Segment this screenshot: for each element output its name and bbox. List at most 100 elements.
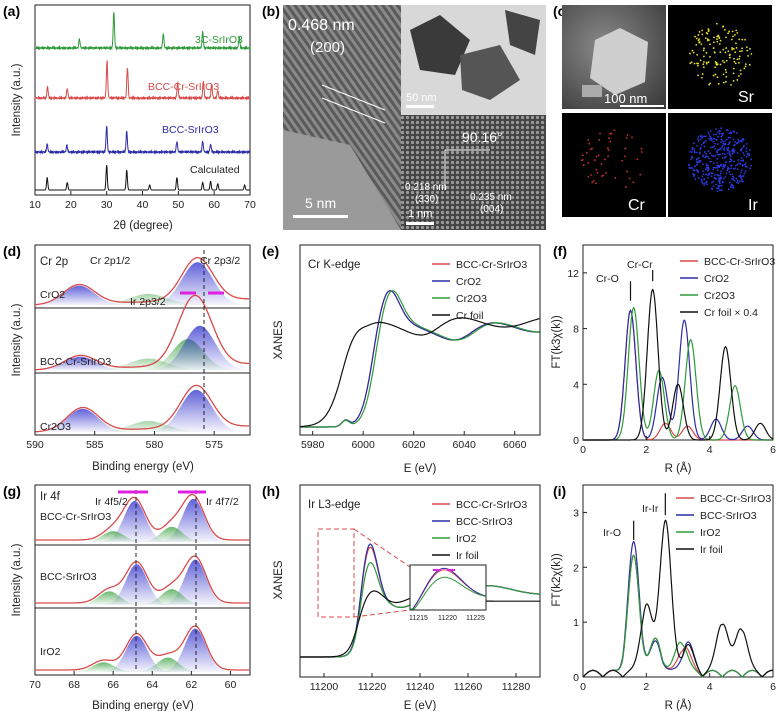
- eds-dot: [739, 149, 742, 152]
- legend-e: BCC-Cr-SrIrO3 CrO2 Cr2O3 Cr foil: [432, 259, 527, 322]
- eds-dot: [689, 62, 692, 65]
- scale-bar-c: [620, 105, 664, 107]
- eds-dot: [707, 30, 710, 33]
- eds-dot: [706, 39, 709, 42]
- particle-haadf: [590, 28, 648, 95]
- eds-dot: [717, 135, 719, 138]
- eds-dot: [694, 35, 696, 38]
- panel-h: 11215 11220 11225 11200 11220 11240 11260 11…: [273, 484, 541, 711]
- eds-dot: [723, 157, 726, 159]
- fit-component: [35, 262, 250, 305]
- eds-dot: [722, 167, 724, 170]
- x-tick-label: 60: [225, 679, 237, 691]
- xtick-labels-a: 10 20 30 40 50 60 70: [29, 191, 256, 211]
- eds-dot: [696, 161, 699, 164]
- eds-dot: [704, 168, 707, 171]
- eds-dot: [722, 48, 725, 51]
- ylabel-a: Intensity (a.u.): [11, 63, 23, 136]
- particle-3: [505, 10, 540, 55]
- eds-dot: [704, 140, 707, 142]
- eds-dot: [702, 49, 705, 52]
- eds-dot: [703, 184, 706, 186]
- eds-dot: [717, 174, 720, 177]
- eds-dot: [716, 162, 719, 164]
- eds-dot: [585, 151, 588, 154]
- eds-dot: [719, 39, 722, 42]
- inset-tick-3: 11225: [466, 615, 485, 622]
- panel-i: 0 2 4 6 0 1 2 3 BCC-Cr-SrIrO3 BCC-SrIrO3 IrO2 Ir f…: [551, 484, 776, 711]
- scale-bar-bottom: [406, 222, 434, 225]
- eds-dot: [640, 151, 643, 153]
- eds-dot: [727, 166, 729, 169]
- eds-dot: [714, 142, 717, 145]
- eds-dot: [712, 180, 715, 183]
- peak-label-2p32: Cr 2p3/2: [200, 255, 240, 267]
- x-tick-label: 585: [86, 439, 104, 451]
- eds-dot: [696, 144, 698, 147]
- eds-dot: [595, 168, 598, 171]
- eds-dot: [731, 183, 733, 186]
- eds-dot: [688, 167, 691, 169]
- eds-dot: [624, 155, 626, 158]
- xrd-traces: [34, 12, 251, 191]
- fit-component: [35, 408, 250, 432]
- eds-dot: [691, 148, 694, 151]
- eds-dot: [719, 177, 722, 180]
- eds-dot: [608, 137, 610, 140]
- eds-dot: [724, 68, 727, 71]
- fit-component: [35, 662, 250, 672]
- eds-dot: [728, 160, 731, 163]
- eds-dot: [713, 36, 715, 39]
- eds-dot: [720, 127, 723, 130]
- d-spacing-2: 0.235 nm: [470, 192, 512, 203]
- legend-entry: BCC-SrIrO3: [456, 516, 513, 528]
- eds-dot: [707, 150, 710, 153]
- map-cr: [562, 113, 666, 217]
- eds-dot: [705, 173, 707, 176]
- eds-dot: [720, 176, 723, 179]
- eds-dot: [728, 151, 731, 153]
- eds-dot: [693, 175, 695, 178]
- eds-dot: [747, 55, 750, 57]
- eds-dot: [736, 79, 739, 81]
- eds-dot: [701, 73, 704, 76]
- eds-dot: [728, 142, 731, 144]
- eds-dot: [736, 58, 739, 61]
- eds-dot: [744, 63, 747, 66]
- eds-dot: [734, 51, 737, 54]
- eds-dot: [625, 137, 628, 139]
- eds-dot: [719, 51, 722, 54]
- eds-dot: [736, 179, 739, 182]
- eds-dot: [742, 175, 745, 177]
- eds-dot: [699, 146, 702, 149]
- eds-dot: [731, 152, 734, 155]
- eds-dot: [600, 163, 603, 165]
- eds-dot: [691, 49, 694, 52]
- eds-dot: [733, 179, 736, 182]
- eds-dot: [713, 176, 716, 179]
- ann-cr-o: Cr-O: [596, 273, 619, 285]
- eds-dot: [716, 187, 718, 190]
- eds-dot: [708, 83, 711, 86]
- eds-dot: [743, 144, 745, 147]
- eds-dot: [722, 132, 724, 135]
- eds-dot: [703, 61, 705, 63]
- d-spacing-main: 0.468 nm: [288, 17, 355, 34]
- legend-f: BCC-Cr-SrIrO3 CrO2 Cr2O3 Cr foil × 0.4: [680, 256, 775, 319]
- eds-dot: [693, 150, 696, 152]
- eds-dot: [716, 164, 719, 167]
- eds-dot: [725, 71, 728, 74]
- eds-dot: [725, 47, 728, 49]
- eds-dot: [729, 173, 732, 176]
- eds-dot: [610, 132, 613, 135]
- eds-dot: [636, 158, 639, 161]
- eds-dot: [716, 40, 719, 43]
- x-tick-label: 20: [65, 199, 77, 211]
- eds-dot: [723, 153, 726, 155]
- panel-label-h: (h): [262, 483, 280, 499]
- x-tick-label: 60: [208, 199, 220, 211]
- eds-dot: [733, 57, 735, 60]
- x-tick-label: 590: [26, 439, 44, 451]
- panel-f: 0 2 4 6 0 4 8 12 BCC-Cr-SrIrO3 CrO2 Cr2O3 Cr foil …: [551, 244, 776, 475]
